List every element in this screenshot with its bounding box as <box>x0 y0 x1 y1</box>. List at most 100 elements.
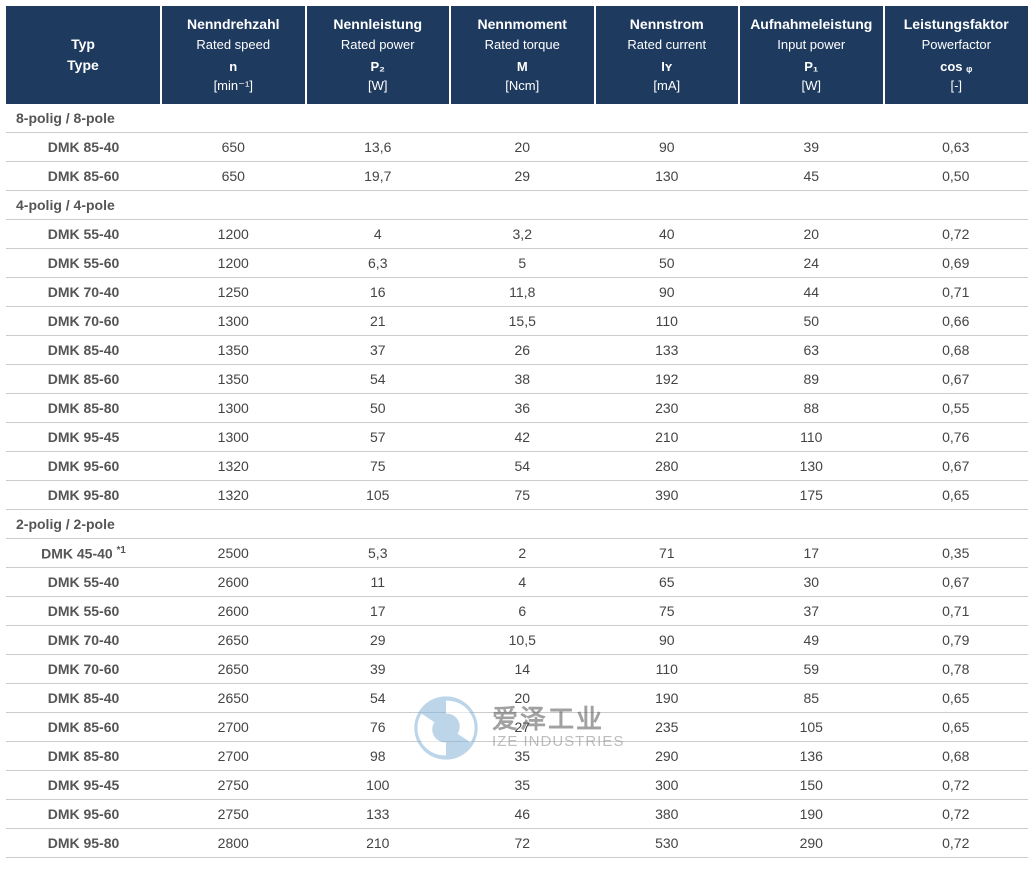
cell-input: 130 <box>739 451 884 480</box>
cell-torque: 11,8 <box>450 277 595 306</box>
section-row: 8-polig / 8-pole <box>6 104 1028 133</box>
header-en: Powerfactor <box>889 35 1025 55</box>
header-sym: n <box>166 57 301 77</box>
cell-input: 39 <box>739 132 884 161</box>
header-en: Type <box>10 55 156 76</box>
header-sym: cos ᵩ <box>889 57 1025 77</box>
header-torque: Nennmoment Rated torque M [Ncm] <box>450 6 595 104</box>
cell-powerfactor: 0,79 <box>884 626 1029 655</box>
cell-current: 290 <box>595 742 740 771</box>
cell-speed: 2650 <box>161 626 306 655</box>
cell-type: DMK 95-80 <box>6 480 161 509</box>
cell-input: 150 <box>739 771 884 800</box>
header-de: Typ <box>10 34 156 55</box>
cell-power: 105 <box>306 480 451 509</box>
cell-current: 110 <box>595 655 740 684</box>
cell-speed: 2600 <box>161 568 306 597</box>
cell-current: 90 <box>595 132 740 161</box>
table-body: 8-polig / 8-poleDMK 85-4065013,62090390,… <box>6 104 1028 858</box>
header-unit: [Ncm] <box>455 76 590 96</box>
section-label: 8-polig / 8-pole <box>6 104 1028 133</box>
cell-current: 192 <box>595 364 740 393</box>
cell-type: DMK 95-60 <box>6 800 161 829</box>
cell-powerfactor: 0,72 <box>884 800 1029 829</box>
cell-torque: 35 <box>450 771 595 800</box>
cell-type: DMK 55-40 <box>6 568 161 597</box>
table-row: DMK 95-802800210725302900,72 <box>6 829 1028 858</box>
cell-type: DMK 45-40 *1 <box>6 538 161 568</box>
cell-powerfactor: 0,72 <box>884 829 1029 858</box>
cell-input: 136 <box>739 742 884 771</box>
cell-power: 76 <box>306 713 451 742</box>
cell-power: 16 <box>306 277 451 306</box>
spec-table: Typ Type Nenndrehzahl Rated speed n [min… <box>6 6 1028 858</box>
header-en: Input power <box>744 35 879 55</box>
section-label: 4-polig / 4-pole <box>6 190 1028 219</box>
table-row: DMK 85-60270076272351050,65 <box>6 713 1028 742</box>
table-row: DMK 55-60260017675370,71 <box>6 597 1028 626</box>
table-row: DMK 55-40260011465300,67 <box>6 568 1028 597</box>
cell-powerfactor: 0,65 <box>884 480 1029 509</box>
cell-speed: 2500 <box>161 538 306 568</box>
header-en: Rated current <box>600 35 735 55</box>
table-row: DMK 95-60132075542801300,67 <box>6 451 1028 480</box>
header-de: Aufnahmeleistung <box>744 14 879 35</box>
cell-input: 30 <box>739 568 884 597</box>
header-de: Leistungsfaktor <box>889 14 1025 35</box>
cell-power: 133 <box>306 800 451 829</box>
cell-powerfactor: 0,71 <box>884 597 1029 626</box>
cell-powerfactor: 0,67 <box>884 568 1029 597</box>
table-row: DMK 55-6012006,3550240,69 <box>6 248 1028 277</box>
cell-power: 50 <box>306 393 451 422</box>
cell-current: 40 <box>595 219 740 248</box>
cell-torque: 10,5 <box>450 626 595 655</box>
cell-input: 290 <box>739 829 884 858</box>
table-row: DMK 70-4012501611,890440,71 <box>6 277 1028 306</box>
cell-power: 75 <box>306 451 451 480</box>
cell-current: 110 <box>595 306 740 335</box>
header-en: Rated power <box>311 35 446 55</box>
cell-powerfactor: 0,72 <box>884 219 1029 248</box>
cell-current: 280 <box>595 451 740 480</box>
cell-type: DMK 85-40 <box>6 132 161 161</box>
table-row: DMK 85-8013005036230880,55 <box>6 393 1028 422</box>
cell-powerfactor: 0,76 <box>884 422 1029 451</box>
cell-input: 20 <box>739 219 884 248</box>
header-sym: P₁ <box>744 57 879 77</box>
cell-speed: 2650 <box>161 655 306 684</box>
cell-input: 50 <box>739 306 884 335</box>
header-de: Nennmoment <box>455 14 590 35</box>
cell-current: 235 <box>595 713 740 742</box>
cell-powerfactor: 0,35 <box>884 538 1029 568</box>
cell-type: DMK 85-40 <box>6 335 161 364</box>
table-row: DMK 95-801320105753901750,65 <box>6 480 1028 509</box>
table-header: Typ Type Nenndrehzahl Rated speed n [min… <box>6 6 1028 104</box>
cell-current: 230 <box>595 393 740 422</box>
cell-torque: 36 <box>450 393 595 422</box>
table-row: DMK 70-4026502910,590490,79 <box>6 626 1028 655</box>
cell-input: 89 <box>739 364 884 393</box>
cell-speed: 1300 <box>161 393 306 422</box>
header-sym: Iʏ <box>600 57 735 77</box>
header-powerfactor: Leistungsfaktor Powerfactor cos ᵩ [-] <box>884 6 1029 104</box>
cell-type: DMK 70-60 <box>6 306 161 335</box>
table-row: DMK 70-6026503914110590,78 <box>6 655 1028 684</box>
cell-speed: 2650 <box>161 684 306 713</box>
cell-speed: 2750 <box>161 771 306 800</box>
cell-power: 11 <box>306 568 451 597</box>
cell-type: DMK 55-60 <box>6 597 161 626</box>
cell-speed: 1320 <box>161 480 306 509</box>
cell-type: DMK 70-40 <box>6 626 161 655</box>
table-row: DMK 85-80270098352901360,68 <box>6 742 1028 771</box>
cell-powerfactor: 0,68 <box>884 335 1029 364</box>
cell-powerfactor: 0,55 <box>884 393 1029 422</box>
cell-current: 530 <box>595 829 740 858</box>
header-unit: [-] <box>889 76 1025 96</box>
cell-power: 54 <box>306 364 451 393</box>
cell-input: 45 <box>739 161 884 190</box>
cell-type: DMK 55-40 <box>6 219 161 248</box>
cell-type: DMK 85-60 <box>6 364 161 393</box>
section-row: 2-polig / 2-pole <box>6 509 1028 538</box>
cell-current: 380 <box>595 800 740 829</box>
table-row: DMK 85-4013503726133630,68 <box>6 335 1028 364</box>
